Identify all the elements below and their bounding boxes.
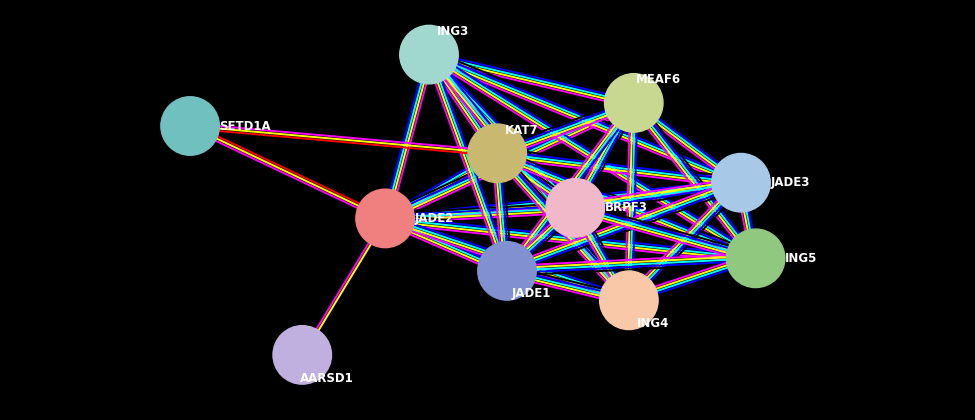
Circle shape: [161, 97, 219, 155]
Text: BRPF3: BRPF3: [604, 202, 647, 214]
Text: MEAF6: MEAF6: [636, 74, 681, 86]
Text: JADE1: JADE1: [512, 288, 551, 300]
Text: ING3: ING3: [437, 25, 470, 38]
Circle shape: [356, 189, 414, 248]
Circle shape: [273, 326, 332, 384]
Text: KAT7: KAT7: [505, 124, 538, 136]
Text: AARSD1: AARSD1: [299, 372, 354, 384]
Circle shape: [600, 271, 658, 330]
Circle shape: [712, 153, 770, 212]
Circle shape: [478, 241, 536, 300]
Text: ING4: ING4: [637, 317, 670, 330]
Text: ING5: ING5: [785, 252, 817, 265]
Text: JADE2: JADE2: [414, 212, 453, 225]
Circle shape: [604, 74, 663, 132]
Circle shape: [400, 25, 458, 84]
Text: JADE3: JADE3: [770, 176, 809, 189]
Text: SETD1A: SETD1A: [219, 120, 271, 132]
Circle shape: [546, 178, 604, 237]
Circle shape: [726, 229, 785, 288]
Circle shape: [468, 124, 526, 183]
